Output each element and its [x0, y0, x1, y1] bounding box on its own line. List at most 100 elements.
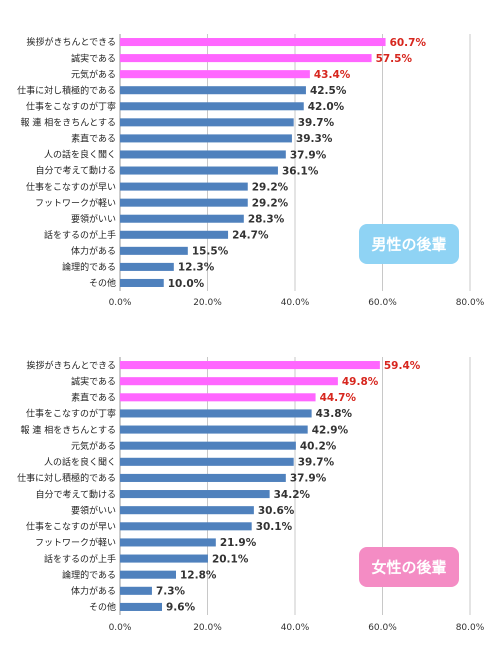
- x-tick-label: 80.0%: [456, 623, 485, 633]
- value-label: 24.7%: [232, 230, 269, 242]
- value-label: 37.9%: [290, 149, 327, 161]
- x-tick-label: 20.0%: [193, 623, 222, 633]
- bar: [120, 490, 270, 499]
- category-label: 誠実である: [71, 52, 116, 64]
- bar: [120, 278, 164, 287]
- bar: [120, 554, 208, 563]
- value-label: 36.1%: [282, 165, 319, 177]
- value-label: 39.7%: [298, 457, 335, 469]
- category-label: 仕事をこなすのが丁寧: [26, 408, 116, 420]
- category-label: その他: [89, 601, 116, 613]
- x-tick-label: 60.0%: [368, 623, 397, 633]
- badge-box: [359, 224, 459, 264]
- value-label: 44.7%: [320, 392, 357, 404]
- x-tick-label: 0.0%: [109, 623, 132, 633]
- category-label: 仕事をこなすのが丁寧: [26, 100, 116, 112]
- bar: [120, 198, 248, 207]
- bar: [120, 361, 380, 370]
- value-label: 40.2%: [300, 440, 337, 452]
- bar: [120, 506, 254, 515]
- category-label: 自分で考えて動ける: [35, 165, 116, 177]
- x-tick-label: 40.0%: [281, 623, 310, 633]
- value-label: 20.1%: [212, 553, 249, 565]
- bar: [120, 118, 294, 127]
- bar: [120, 425, 308, 434]
- category-label: 論理的である: [62, 569, 116, 581]
- value-label: 34.2%: [274, 489, 311, 501]
- value-label: 9.6%: [166, 602, 196, 614]
- category-label: 素直である: [71, 133, 116, 145]
- value-label: 39.3%: [296, 133, 333, 145]
- category-label: フットワークが軽い: [35, 197, 116, 209]
- category-label: 仕事に対し積極的である: [17, 84, 116, 96]
- bar: [120, 538, 216, 547]
- value-label: 30.6%: [258, 505, 295, 517]
- bar: [120, 602, 162, 611]
- bar: [120, 586, 152, 595]
- category-label: 人の話を良く聞く: [44, 456, 116, 468]
- bar: [120, 246, 188, 255]
- bar: [120, 54, 372, 63]
- bar: [120, 86, 306, 95]
- bar: [120, 230, 229, 239]
- category-label: フットワークが軽い: [35, 537, 116, 549]
- bar: [120, 182, 248, 191]
- bar: [120, 393, 316, 402]
- value-label: 42.9%: [312, 424, 349, 436]
- category-label: 仕事に対し積極的である: [17, 472, 116, 484]
- bar: [120, 262, 174, 271]
- value-label: 29.2%: [252, 197, 289, 209]
- bar: [120, 70, 310, 79]
- bar: [120, 409, 312, 418]
- value-label: 43.8%: [316, 408, 353, 420]
- bar: [120, 457, 294, 466]
- value-label: 10.0%: [168, 278, 205, 290]
- value-label: 28.3%: [248, 214, 285, 226]
- value-label: 12.8%: [180, 569, 217, 581]
- value-label: 30.1%: [256, 521, 293, 533]
- category-label: 体力がある: [71, 585, 116, 597]
- category-label: 人の話を良く聞く: [44, 149, 116, 161]
- value-label: 42.5%: [310, 85, 347, 97]
- category-label: 素直である: [71, 392, 116, 404]
- category-label: 仕事をこなすのが早い: [26, 521, 116, 533]
- category-label: 挨拶がきちんとできる: [26, 359, 116, 371]
- category-label: 報 連 相をきちんとする: [21, 424, 116, 436]
- category-label: 仕事をこなすのが早い: [26, 181, 116, 193]
- male-junior-chart: 0.0% 20.0% 40.0% 60.0% 80.0% 挨拶がきちんとできる 60.7% 誠…: [17, 34, 485, 308]
- bar: [120, 570, 176, 579]
- value-label: 12.3%: [178, 262, 215, 274]
- category-label: 話をするのが上手: [44, 229, 116, 241]
- value-label: 43.4%: [314, 69, 351, 81]
- bar: [120, 150, 286, 159]
- bar: [120, 441, 296, 450]
- value-label: 59.4%: [384, 360, 421, 372]
- category-label: 挨拶がきちんとできる: [26, 36, 116, 48]
- x-tick-label: 40.0%: [281, 298, 310, 308]
- category-label: 話をするのが上手: [44, 553, 116, 565]
- category-label: 報 連 相をきちんとする: [21, 117, 116, 129]
- value-label: 49.8%: [342, 376, 379, 388]
- x-tick-label: 60.0%: [368, 298, 397, 308]
- badge-label: 女性の後輩: [371, 559, 446, 577]
- category-label: 自分で考えて動ける: [35, 488, 116, 500]
- value-label: 21.9%: [220, 537, 257, 549]
- category-label: 要領がいい: [71, 213, 116, 225]
- bar: [120, 166, 278, 175]
- bar: [120, 522, 252, 531]
- value-label: 29.2%: [252, 181, 289, 193]
- bar: [120, 473, 286, 482]
- value-label: 57.5%: [376, 53, 413, 65]
- value-label: 15.5%: [192, 246, 229, 258]
- bar: [120, 102, 304, 111]
- value-label: 7.3%: [156, 586, 186, 598]
- bar: [120, 134, 292, 143]
- x-tick-label: 0.0%: [109, 298, 132, 308]
- badge-label: 男性の後輩: [371, 236, 446, 254]
- category-label: 元気がある: [71, 440, 116, 452]
- bar: [120, 377, 338, 386]
- category-label: 要領がいい: [71, 504, 116, 516]
- value-label: 39.7%: [298, 117, 335, 129]
- category-label: その他: [89, 277, 116, 289]
